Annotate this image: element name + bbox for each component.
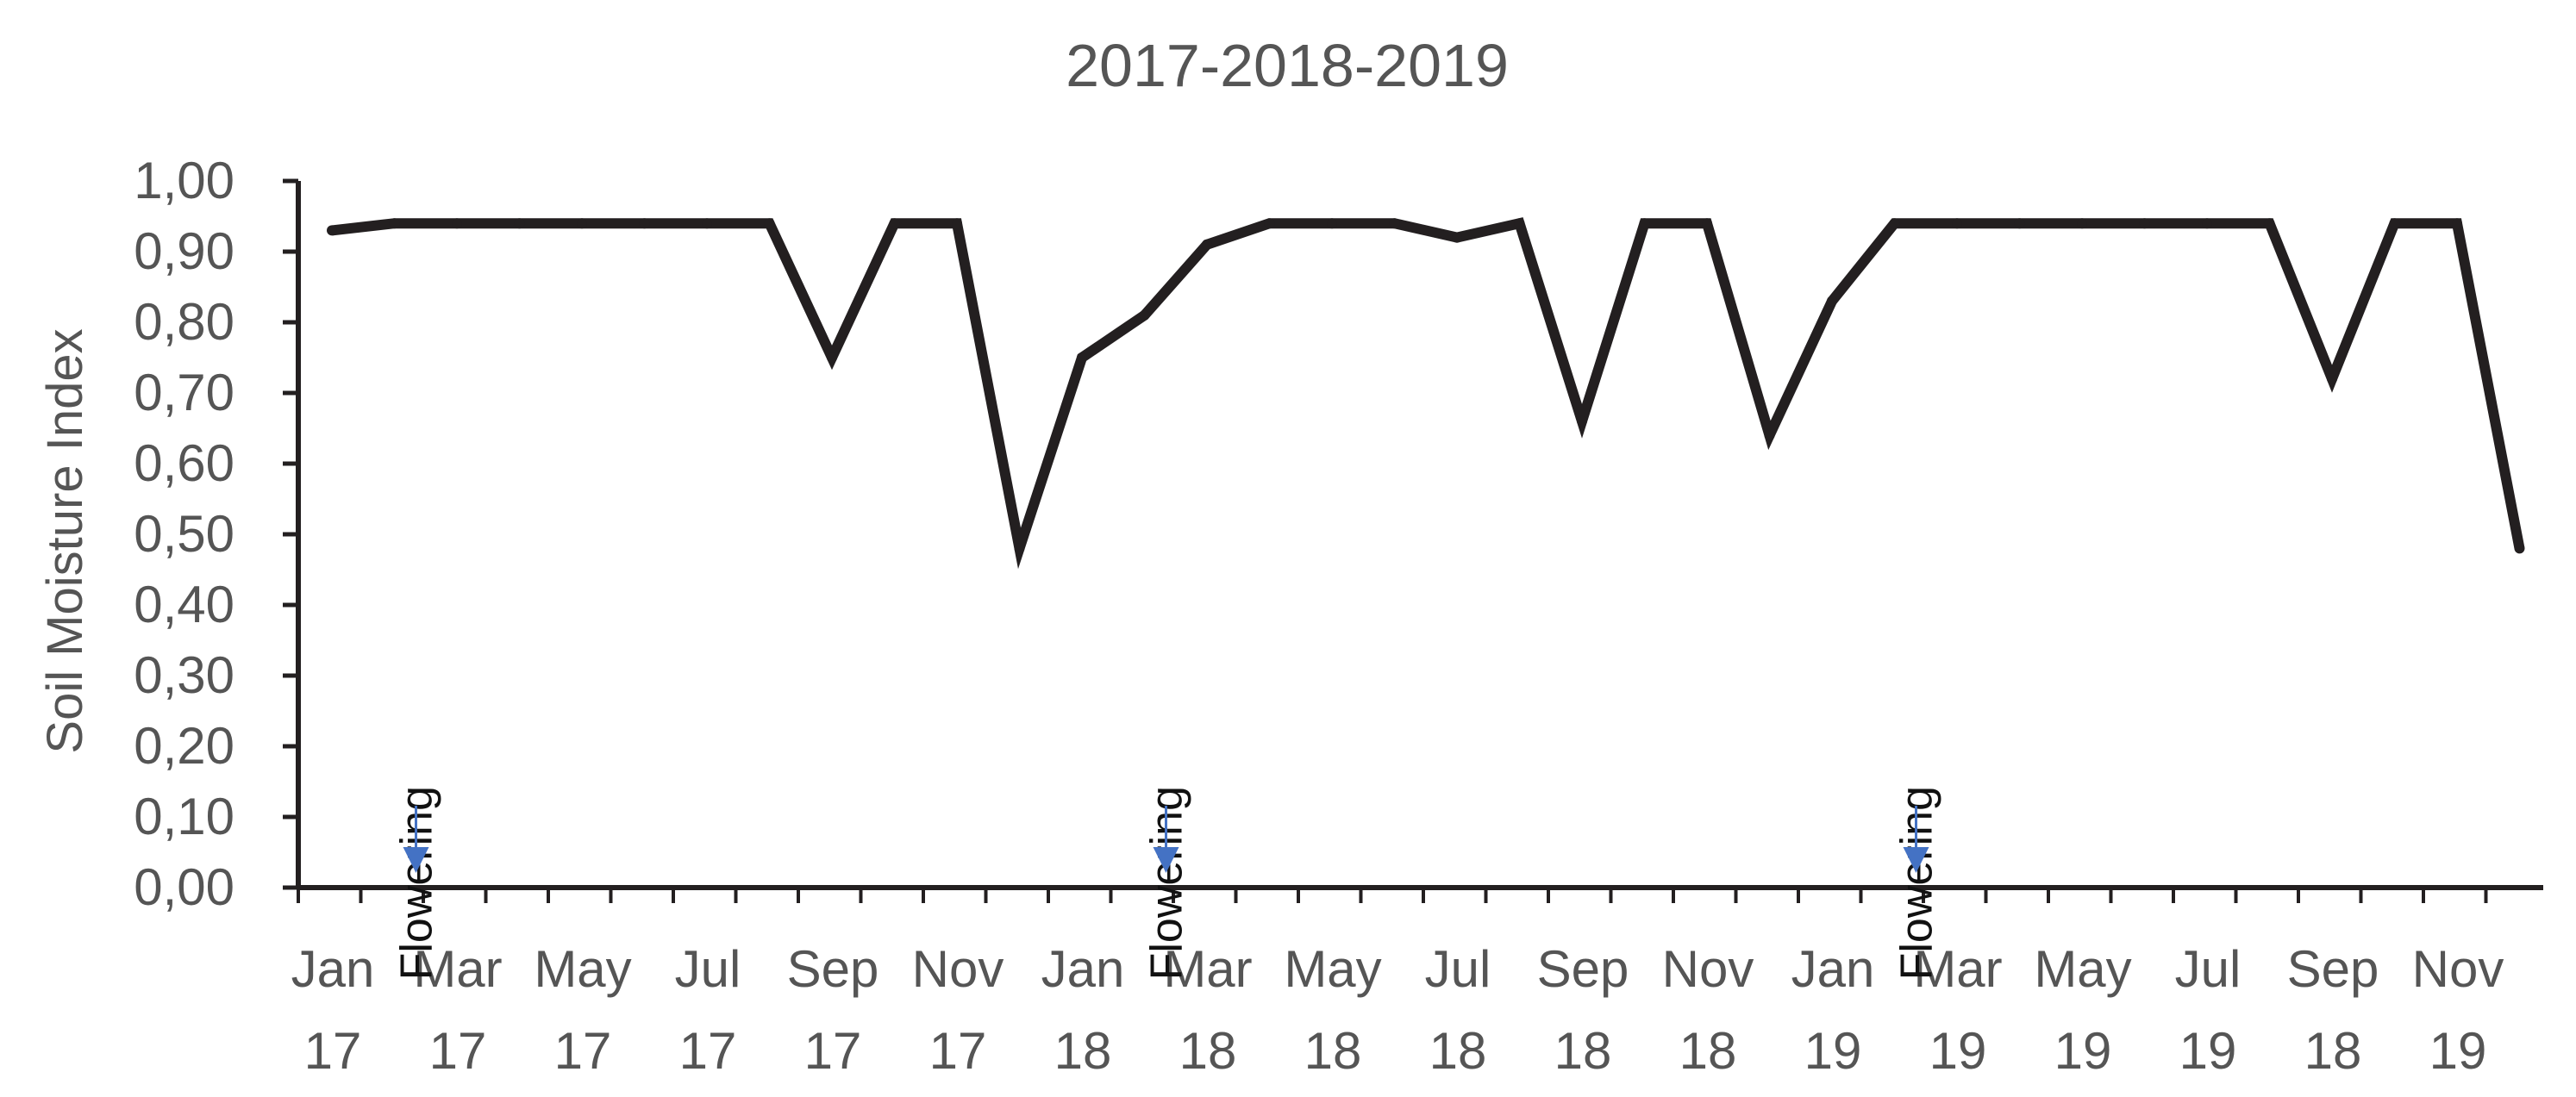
x-tick-label-year: 18: [1554, 1022, 1612, 1080]
x-tick-label-year: 18: [2304, 1022, 2362, 1080]
data-point: [2452, 218, 2462, 229]
data-point: [1327, 218, 1337, 229]
y-tick-label: 1,00: [134, 152, 234, 209]
y-tick-label: 0,60: [134, 434, 234, 492]
y-tick-label: 0,10: [134, 788, 234, 845]
y-tick-label: 0,50: [134, 505, 234, 563]
data-point: [2389, 218, 2400, 229]
x-tick-label-month: May: [534, 940, 631, 998]
data-point: [452, 218, 462, 229]
axes: [283, 178, 2543, 903]
data-point: [1452, 232, 1462, 243]
data-point: [2202, 218, 2212, 229]
y-tick-label: 0,40: [134, 576, 234, 633]
x-tick-label-year: 19: [1929, 1022, 1987, 1080]
x-tick-label-year: 19: [2054, 1022, 2112, 1080]
x-tick-label-year: 17: [304, 1022, 362, 1080]
data-point: [764, 218, 775, 229]
x-tick-label-year: 17: [429, 1022, 487, 1080]
chart-title: 2017-2018-2019: [1066, 32, 1509, 99]
data-point: [1702, 218, 1712, 229]
annotations-group: Flowering Flowering Flowering: [392, 786, 1942, 980]
data-point: [889, 218, 900, 229]
x-tick-label-year: 17: [554, 1022, 612, 1080]
x-tick-label-month: Jul: [2175, 940, 2241, 998]
x-tick-label-month: Sep: [1537, 940, 1629, 998]
data-point: [1889, 218, 1900, 229]
x-tick-label-month: Mar: [1913, 940, 2002, 998]
data-point: [1514, 218, 1525, 229]
flowering-arrow-icon: [1903, 847, 1929, 873]
y-axis-label: Soil Moisture Index: [37, 328, 93, 753]
y-tick-label: 0,30: [134, 646, 234, 704]
data-point: [1827, 296, 1837, 307]
data-point: [1264, 218, 1275, 229]
x-tick-label-month: Mar: [1163, 940, 1252, 998]
x-tick-label-month: Jul: [1425, 940, 1491, 998]
series-line: [331, 217, 2525, 570]
y-tick-label: 0,80: [134, 293, 234, 351]
x-tick-label-month: May: [2034, 940, 2131, 998]
data-point: [1014, 543, 1025, 554]
flowering-arrow-icon: [1153, 847, 1179, 873]
x-tick-label-year: 19: [2179, 1022, 2237, 1080]
data-point: [1077, 352, 1087, 363]
data-point: [2514, 543, 2525, 554]
x-tick-label-month: Nov: [2412, 940, 2504, 998]
x-tick-label-month: Jan: [291, 940, 375, 998]
x-tick-label-month: Jan: [1791, 940, 1875, 998]
x-tick-label-month: Sep: [787, 940, 879, 998]
x-tick-label-month: Nov: [912, 940, 1004, 998]
x-tick-label-month: Nov: [1662, 940, 1754, 998]
x-tick-label-year: 18: [1179, 1022, 1237, 1080]
x-tick-label-month: May: [1284, 940, 1381, 998]
data-point: [952, 218, 962, 229]
x-tick-label-year: 18: [1304, 1022, 1362, 1080]
y-tick-label: 0,70: [134, 364, 234, 421]
x-tick-label-year: 19: [2429, 1022, 2487, 1080]
x-tick-label-month: Jul: [675, 940, 741, 998]
flowering-arrow-icon: [403, 847, 429, 873]
data-point: [1139, 309, 1150, 321]
x-tick-label-year: 17: [929, 1022, 987, 1080]
data-point: [2264, 218, 2275, 229]
x-tick-labels: Jan 17 Mar 17 May 17 Jul 17 Sep 17 Nov 17 Jan 18 Mar 18…: [291, 940, 2504, 1080]
x-tick-label-year: 18: [1429, 1022, 1487, 1080]
data-point: [2139, 218, 2150, 229]
series-group: [327, 217, 2525, 570]
y-tick-label: 0,90: [134, 222, 234, 280]
data-point: [1202, 239, 1212, 250]
data-point: [1952, 218, 1962, 229]
data-point: [514, 218, 525, 229]
x-tick-label-month: Mar: [413, 940, 502, 998]
x-tick-label-year: 17: [679, 1022, 737, 1080]
data-point: [2077, 218, 2087, 229]
data-point: [639, 218, 650, 229]
x-tick-label-year: 19: [1804, 1022, 1862, 1080]
data-point: [1639, 218, 1650, 229]
data-point: [827, 352, 837, 363]
data-point: [1389, 218, 1400, 229]
x-tick-label-year: 17: [804, 1022, 862, 1080]
x-tick-label-month: Sep: [2287, 940, 2379, 998]
x-tick-label-year: 18: [1679, 1022, 1737, 1080]
y-tick-label: 0,00: [134, 858, 234, 916]
data-point: [2014, 218, 2025, 229]
data-point: [2327, 373, 2337, 384]
data-point: [327, 225, 337, 236]
y-tick-labels: 0,00 0,10 0,20 0,30 0,40 0,50 0,60 0,70 0,80 0,90…: [134, 152, 234, 916]
x-tick-label-year: 18: [1054, 1022, 1112, 1080]
data-point: [1764, 430, 1775, 441]
data-point: [577, 218, 587, 229]
x-tick-label-month: Jan: [1041, 940, 1125, 998]
data-point: [702, 218, 712, 229]
data-point: [389, 218, 400, 229]
y-tick-label: 0,20: [134, 717, 234, 775]
data-point: [1577, 415, 1587, 427]
